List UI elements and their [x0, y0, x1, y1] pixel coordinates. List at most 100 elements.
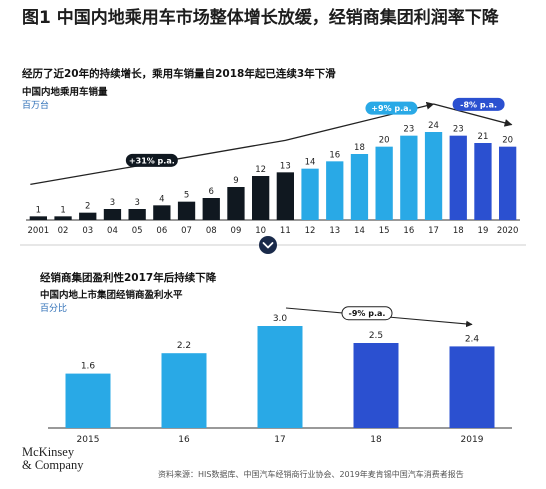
sales-tick-label: 17 [428, 226, 439, 236]
sales-value-label: 13 [280, 161, 291, 171]
chevron-down-icon [259, 236, 277, 254]
sales-value-label: 2 [85, 202, 90, 212]
sales-tick-label: 2020 [497, 226, 519, 236]
sales-bar-15 [375, 146, 393, 220]
chart1-unit: 百万台 [22, 101, 50, 111]
sales-bar-05 [128, 209, 146, 220]
profit-value-label: 2.2 [177, 341, 191, 351]
sales-tick-label: 02 [58, 226, 69, 236]
profit-value-label: 1.6 [81, 362, 96, 372]
cagr-pill [452, 97, 505, 111]
sales-value-label: 16 [329, 150, 340, 160]
sales-bar-16 [400, 135, 418, 220]
sales-value-label: 23 [453, 125, 464, 135]
sales-tick-label: 06 [156, 226, 167, 236]
sales-tick-label: 08 [206, 226, 217, 236]
sales-bar-11 [276, 172, 294, 220]
sales-value-label: 12 [255, 165, 266, 175]
profit-cagr-pill [341, 306, 393, 321]
profit-tick-label: 18 [370, 435, 382, 445]
sales-value-label: 1 [60, 205, 65, 215]
cagr-label: -8% p.a. [460, 100, 497, 109]
sales-value-label: 4 [159, 194, 164, 204]
mckinsey-logo: McKinsey & Company [22, 446, 83, 472]
profit-value-label: 2.5 [369, 331, 383, 341]
sales-tick-label: 10 [255, 226, 266, 236]
profit-bar-18 [353, 343, 399, 428]
sales-value-label: 5 [184, 191, 189, 201]
sales-value-label: 18 [354, 143, 365, 153]
sales-value-label: 20 [379, 136, 390, 146]
sales-tick-label: 03 [82, 226, 93, 236]
sales-value-label: 23 [403, 125, 414, 135]
sales-chart: 1 2001 1 02 2 03 3 04 3 05 4 06 5 07 6 08 9 09 12 10 13 11 14 1… [26, 97, 520, 236]
sales-tick-label: 2001 [28, 226, 50, 236]
profit-chart: 1.6 2015 2.2 16 3.0 17 2.5 18 2.4 2019 -9% p.a. [48, 306, 512, 445]
cagr-pill [125, 153, 178, 167]
sales-value-label: 21 [478, 132, 489, 142]
sales-tick-label: 09 [231, 226, 242, 236]
profit-value-label: 3.0 [273, 314, 288, 324]
cagr-pill [365, 101, 418, 115]
sales-value-label: 6 [209, 187, 214, 197]
sales-tick-label: 14 [354, 226, 365, 236]
logo-line-1: McKinsey [22, 445, 75, 459]
chart1-heading: 中国内地乘用车销量 [22, 87, 108, 98]
profit-tick-label: 2015 [77, 435, 100, 445]
chart2-unit: 百分比 [40, 304, 68, 314]
sales-bar-2020 [499, 146, 517, 220]
chart2-subtitle: 经销商集团盈利性2017年后持续下降 [40, 272, 217, 284]
sales-bar-17 [424, 132, 443, 220]
sales-bar-07 [177, 201, 196, 220]
source-note: 资料来源：HIS数据库、中国汽车经销商行业协会、2019年麦肯锡中国汽车消费者报… [158, 470, 464, 479]
profit-tick-label: 2019 [461, 435, 484, 445]
sales-value-label: 14 [305, 158, 316, 168]
sales-value-label: 24 [428, 121, 439, 131]
sales-bar-14 [350, 154, 369, 220]
sales-tick-label: 11 [280, 226, 291, 236]
sales-value-label: 1 [36, 205, 41, 215]
profit-tick-label: 17 [274, 435, 285, 445]
sales-bar-12 [301, 168, 319, 220]
sales-tick-label: 12 [305, 226, 316, 236]
sales-tick-label: 05 [132, 226, 143, 236]
sales-tick-label: 04 [107, 226, 118, 236]
profit-bar-16 [161, 353, 207, 428]
page-title: 图1 中国内地乘用车市场整体增长放缓，经销商集团利润率下降 [22, 8, 499, 28]
sales-tick-label: 19 [478, 226, 489, 236]
profit-value-label: 2.4 [465, 334, 480, 344]
sales-bar-08 [202, 198, 220, 220]
chart2-heading: 中国内地上市集团经销商盈利水平 [40, 290, 183, 301]
logo-line-2: & Company [22, 458, 84, 472]
sales-tick-label: 07 [181, 226, 192, 236]
profit-bar-2015 [65, 373, 111, 428]
sales-bar-19 [474, 143, 492, 220]
sales-value-label: 3 [134, 198, 139, 208]
profit-cagr-label: -9% p.a. [349, 309, 386, 318]
sales-bar-10 [252, 176, 270, 220]
sales-bar-18 [449, 135, 467, 220]
sales-bar-09 [227, 187, 245, 220]
sales-tick-label: 15 [379, 226, 390, 236]
profit-bar-2019 [449, 346, 495, 428]
sales-value-label: 9 [233, 176, 238, 186]
sales-bar-02 [54, 216, 72, 220]
cagr-label: +31% p.a. [129, 156, 175, 165]
decline-trend-arrow [433, 103, 513, 127]
sales-tick-label: 13 [329, 226, 340, 236]
sales-tick-label: 16 [403, 226, 414, 236]
sales-bar-13 [326, 161, 344, 220]
cagr-label: +9% p.a. [371, 104, 411, 113]
sales-value-label: 3 [110, 198, 115, 208]
profit-tick-label: 16 [178, 435, 190, 445]
sales-tick-label: 18 [453, 226, 464, 236]
sales-bar-04 [103, 209, 122, 220]
sales-bar-06 [153, 205, 171, 220]
growth-trend-arrow [30, 101, 435, 185]
sales-bar-2001 [29, 216, 47, 220]
profit-bar-17 [257, 326, 303, 428]
chart1-subtitle: 经历了近20年的持续增长，乘用车销量自2018年起已连续3年下滑 [22, 68, 336, 80]
sales-bar-03 [79, 212, 97, 220]
sales-value-label: 20 [502, 136, 513, 146]
